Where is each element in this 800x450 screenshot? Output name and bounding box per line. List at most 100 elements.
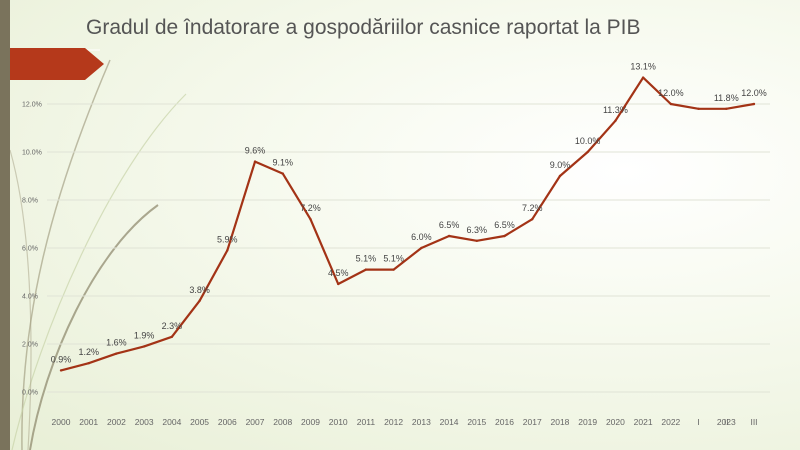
x-group-label: 2023 <box>717 417 736 427</box>
data-label: 6.5% <box>494 220 515 230</box>
x-tick-label: 2015 <box>467 417 486 427</box>
x-tick-label: 2020 <box>606 417 625 427</box>
series-line <box>60 76 755 372</box>
data-point <box>420 246 423 250</box>
data-label: 6.0% <box>411 232 432 242</box>
data-label: 6.5% <box>439 220 460 230</box>
data-point <box>142 345 146 348</box>
data-point <box>669 102 673 106</box>
deco-curve <box>11 93 187 450</box>
x-tick-label: 2019 <box>578 417 597 427</box>
y-tick-label: 6.0% <box>22 246 38 253</box>
data-point <box>531 218 534 221</box>
x-tick-label: 2011 <box>357 417 376 427</box>
data-label: 7.2% <box>522 203 543 213</box>
data-label: 12.0% <box>741 88 767 98</box>
red-arrow-shape <box>0 48 104 80</box>
data-point <box>364 268 368 271</box>
y-tick-label: 12.0% <box>22 102 42 109</box>
data-point <box>614 119 617 123</box>
data-label: 2.3% <box>162 321 183 331</box>
x-tick-label: 2018 <box>550 417 569 427</box>
data-label: 5.9% <box>217 234 238 244</box>
x-tick-label: I <box>697 417 699 427</box>
y-tick-label: 10.0% <box>22 150 42 157</box>
left-accent-bar <box>0 0 10 450</box>
x-tick-label: III <box>750 417 757 427</box>
y-tick-label: 0.0% <box>22 390 38 397</box>
y-tick-label: 2.0% <box>22 342 38 349</box>
data-label: 9.6% <box>245 146 266 156</box>
decorative-curves <box>9 49 187 450</box>
x-tick-label: 2012 <box>384 417 403 427</box>
data-label: 5.1% <box>383 254 404 264</box>
x-tick-label: 2021 <box>634 417 653 427</box>
x-tick-label: 2013 <box>412 417 431 427</box>
x-tick-label: 2006 <box>218 417 237 427</box>
data-label: 7.2% <box>300 203 321 213</box>
x-tick-label: 2005 <box>190 417 209 427</box>
x-tick-label: 2022 <box>661 417 680 427</box>
gridlines <box>47 103 770 393</box>
data-label: 3.8% <box>189 285 210 295</box>
x-tick-label: 2009 <box>301 417 320 427</box>
data-point <box>337 282 340 286</box>
data-label: 13.1% <box>630 62 656 72</box>
data-label: 5.1% <box>356 254 377 264</box>
y-tick-label: 4.0% <box>22 294 38 301</box>
data-point <box>447 234 451 238</box>
data-point <box>752 102 756 106</box>
data-point <box>697 107 700 111</box>
data-point <box>59 369 63 372</box>
data-label: 4.5% <box>328 268 349 278</box>
data-point <box>641 76 645 79</box>
data-label: 1.2% <box>78 347 99 357</box>
x-tick-label: II <box>724 417 729 427</box>
x-tick-label: 2008 <box>273 417 292 427</box>
x-tick-label: 2004 <box>162 417 181 427</box>
data-point <box>115 352 118 355</box>
x-tick-label: 2002 <box>107 417 126 427</box>
deco-curve <box>9 149 32 450</box>
data-label: 11.3% <box>603 105 628 115</box>
chart-title: Gradul de îndatorare a gospodăriilor cas… <box>86 16 641 39</box>
data-label: 1.6% <box>106 338 127 348</box>
data-point <box>309 218 312 221</box>
data-label: 9.1% <box>273 158 294 168</box>
data-label: 9.0% <box>550 160 571 170</box>
x-tick-label: 2017 <box>523 417 542 427</box>
data-label: 1.9% <box>134 330 155 340</box>
data-series <box>59 76 756 372</box>
data-label: 6.3% <box>467 225 488 235</box>
data-point <box>558 174 562 178</box>
x-tick-label: 2000 <box>52 417 71 427</box>
data-point <box>475 239 478 242</box>
x-tick-label: 2003 <box>135 417 154 427</box>
data-point <box>725 107 728 111</box>
data-point <box>170 335 174 338</box>
data-label: 11.8% <box>714 93 739 103</box>
x-tick-label: 2014 <box>440 417 459 427</box>
x-axis: 2000 2001 2002 2003 2004 2005 2006 2007 2008 2009… <box>52 417 758 427</box>
x-tick-label: 2016 <box>495 417 514 427</box>
data-label: 10.0% <box>575 136 601 146</box>
y-axis: 0.0% 2.0% 4.0% 6.0% 8.0% 10.0% 12.0% <box>22 102 42 397</box>
data-label: 0.9% <box>51 354 72 364</box>
y-tick-label: 8.0% <box>22 198 38 205</box>
data-point <box>226 249 229 252</box>
data-point <box>253 160 257 163</box>
data-point <box>586 150 589 154</box>
data-labels: 0.9% 1.2% 1.6% 1.9% 2.3% 3.8% 5.9% 9.6% 9.1% 7.2%… <box>51 62 767 365</box>
x-tick-label: 2007 <box>246 417 265 427</box>
x-tick-label: 2010 <box>329 417 348 427</box>
x-tick-label: 2001 <box>79 417 98 427</box>
deco-curve <box>29 204 159 450</box>
data-point <box>198 299 201 302</box>
deco-curve <box>21 59 111 450</box>
data-label: 12.0% <box>658 88 684 98</box>
data-point <box>87 362 90 365</box>
data-point <box>503 234 506 238</box>
data-point <box>281 172 284 175</box>
